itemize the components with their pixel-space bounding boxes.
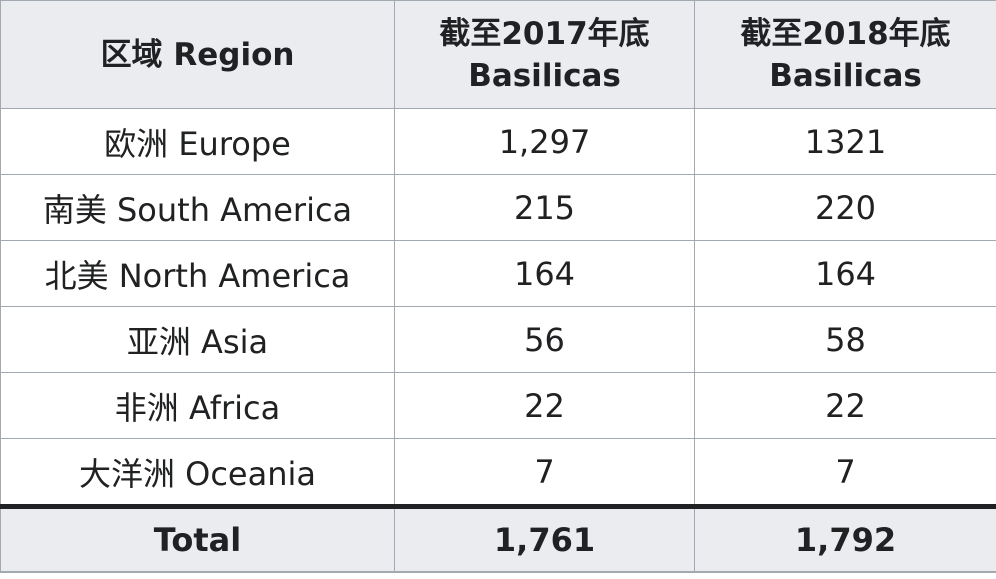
region-cell: 亚洲 Asia [1,307,395,373]
region-cell: 大洋洲 Oceania [1,439,395,507]
table-body: 欧洲 Europe 1,297 1321 南美 South America 21… [1,109,996,507]
table-row: 南美 South America 215 220 [1,175,996,241]
count-2018-cell: 22 [695,373,996,439]
total-2017: 1,761 [395,507,695,572]
region-cell: 欧洲 Europe [1,109,395,175]
header-2018: 截至2018年底 Basilicas [695,1,996,109]
count-2017-cell: 7 [395,439,695,507]
count-2018-cell: 58 [695,307,996,373]
header-region-label: 区域 Region [1,34,394,76]
count-2018-cell: 220 [695,175,996,241]
table-footer: Total 1,761 1,792 [1,507,996,572]
count-2018-cell: 164 [695,241,996,307]
header-region: 区域 Region [1,1,395,109]
header-2017-line2: Basilicas [395,55,694,97]
table-row: 欧洲 Europe 1,297 1321 [1,109,996,175]
header-2018-line1: 截至2018年底 [695,13,996,55]
count-2017-cell: 215 [395,175,695,241]
count-2017-cell: 1,297 [395,109,695,175]
header-2017-line1: 截至2017年底 [395,13,694,55]
count-2017-cell: 164 [395,241,695,307]
count-2017-cell: 22 [395,373,695,439]
count-2017-cell: 56 [395,307,695,373]
total-2018: 1,792 [695,507,996,572]
count-2018-cell: 7 [695,439,996,507]
region-cell: 南美 South America [1,175,395,241]
region-cell: 非洲 Africa [1,373,395,439]
table-row: 亚洲 Asia 56 58 [1,307,996,373]
table-header: 区域 Region 截至2017年底 Basilicas 截至2018年底 Ba… [1,1,996,109]
table-row: 大洋洲 Oceania 7 7 [1,439,996,507]
table-row: 非洲 Africa 22 22 [1,373,996,439]
header-2018-line2: Basilicas [695,55,996,97]
region-cell: 北美 North America [1,241,395,307]
header-row: 区域 Region 截至2017年底 Basilicas 截至2018年底 Ba… [1,1,996,109]
header-2017: 截至2017年底 Basilicas [395,1,695,109]
count-2018-cell: 1321 [695,109,996,175]
table-row: 北美 North America 164 164 [1,241,996,307]
total-label: Total [1,507,395,572]
total-row: Total 1,761 1,792 [1,507,996,572]
